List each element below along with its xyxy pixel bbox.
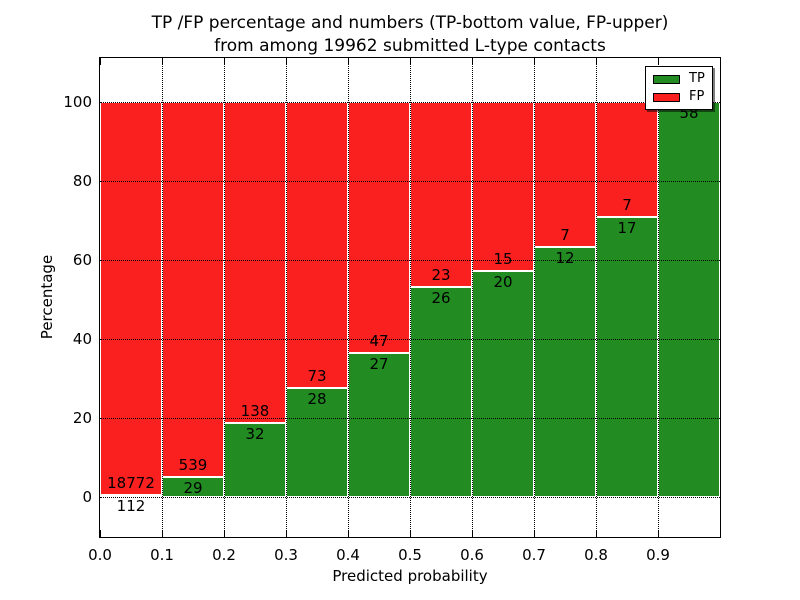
x-tick-mark bbox=[534, 58, 535, 65]
fp-count-label: 18772 bbox=[107, 474, 155, 493]
fp-count-label: 7 bbox=[560, 226, 570, 245]
legend-label-tp: TP bbox=[689, 71, 705, 86]
x-tick-label: 0.4 bbox=[336, 546, 360, 564]
chart-title-line1: TP /FP percentage and numbers (TP-bottom… bbox=[151, 13, 669, 33]
x-tick-mark bbox=[162, 58, 163, 65]
bar-segment-fp bbox=[286, 101, 348, 388]
bar-segment-fp bbox=[348, 101, 410, 353]
legend-row-fp: FP bbox=[653, 89, 712, 104]
bar-segment-tp bbox=[410, 287, 472, 498]
x-tick-mark bbox=[224, 530, 225, 537]
fp-count-label: 47 bbox=[369, 331, 389, 350]
x-tick-mark bbox=[100, 58, 101, 65]
tp-count-label: 27 bbox=[369, 354, 389, 373]
bar-segment-fp bbox=[596, 101, 658, 217]
bar-segment-fp bbox=[410, 101, 472, 288]
bar-segment-tp bbox=[224, 422, 286, 498]
plot-area: 18772 112 539 29 138 32 73 28 47 27 23 26 15 20 7 12 7 17… bbox=[100, 58, 720, 537]
y-axis-label: Percentage bbox=[38, 254, 56, 340]
x-tick-mark bbox=[596, 58, 597, 65]
x-tick-mark bbox=[472, 58, 473, 65]
bar-segment-tp bbox=[348, 352, 410, 498]
tp-count-label: 17 bbox=[617, 219, 637, 238]
bar-segment-tp bbox=[658, 101, 720, 498]
x-tick-mark bbox=[410, 530, 411, 537]
bar-segment-tp bbox=[100, 495, 162, 498]
bar-segment-tp bbox=[162, 477, 224, 498]
tp-count-label: 29 bbox=[183, 479, 203, 498]
bar-segment-tp bbox=[534, 247, 596, 498]
x-tick-mark bbox=[224, 58, 225, 65]
fp-count-label: 15 bbox=[493, 250, 513, 269]
x-tick-label: 0.6 bbox=[460, 546, 484, 564]
chart-title-line2: from among 19962 submitted L-type contac… bbox=[214, 36, 606, 56]
y-tick-label: 0 bbox=[82, 488, 92, 507]
tp-count-label: 26 bbox=[431, 289, 451, 308]
x-tick-mark bbox=[286, 530, 287, 537]
x-axis-label: Predicted probability bbox=[332, 567, 488, 585]
v-gridline bbox=[286, 58, 287, 537]
x-tick-label: 0.3 bbox=[274, 546, 298, 564]
x-tick-mark bbox=[100, 530, 101, 537]
fp-count-label: 7 bbox=[622, 196, 632, 215]
legend-row-tp: TP bbox=[653, 71, 712, 86]
fp-count-label: 23 bbox=[431, 266, 451, 285]
tp-count-label: 32 bbox=[245, 424, 265, 443]
x-tick-mark bbox=[534, 530, 535, 537]
x-tick-label: 0.2 bbox=[212, 546, 236, 564]
v-gridline bbox=[534, 58, 535, 537]
v-gridline bbox=[658, 58, 659, 537]
x-tick-mark bbox=[410, 58, 411, 65]
bar-segment-fp bbox=[472, 101, 534, 272]
y-tick-label: 80 bbox=[72, 171, 92, 190]
v-gridline bbox=[348, 58, 349, 537]
x-tick-mark bbox=[162, 530, 163, 537]
tp-count-label: 112 bbox=[116, 497, 146, 516]
y-tick-label: 40 bbox=[72, 330, 92, 349]
fp-count-label: 73 bbox=[307, 366, 327, 385]
y-tick-label: 20 bbox=[72, 409, 92, 428]
x-tick-mark bbox=[472, 530, 473, 537]
y-tick-label: 100 bbox=[63, 92, 92, 111]
chart-title: TP /FP percentage and numbers (TP-bottom… bbox=[100, 12, 720, 58]
x-tick-label: 0.5 bbox=[398, 546, 422, 564]
v-gridline bbox=[224, 58, 225, 537]
v-gridline bbox=[162, 58, 163, 537]
x-tick-label: 0.9 bbox=[646, 546, 670, 564]
x-tick-mark bbox=[348, 58, 349, 65]
fp-swatch-icon bbox=[653, 92, 680, 102]
fp-count-label: 138 bbox=[240, 401, 270, 420]
x-tick-label: 0.8 bbox=[584, 546, 608, 564]
x-tick-label: 0.7 bbox=[522, 546, 546, 564]
y-tick-label: 60 bbox=[72, 250, 92, 269]
tp-count-label: 12 bbox=[555, 249, 575, 268]
x-tick-mark bbox=[596, 530, 597, 537]
bar-segment-tp bbox=[596, 217, 658, 498]
v-gridline bbox=[596, 58, 597, 537]
v-gridline bbox=[472, 58, 473, 537]
x-tick-label: 0.1 bbox=[150, 546, 174, 564]
x-tick-mark bbox=[658, 530, 659, 537]
x-tick-mark bbox=[658, 58, 659, 65]
v-gridline bbox=[410, 58, 411, 537]
x-tick-label: 0.0 bbox=[88, 546, 112, 564]
legend-label-fp: FP bbox=[689, 89, 705, 104]
tp-count-label: 28 bbox=[307, 389, 327, 408]
bar-segment-fp bbox=[162, 101, 224, 478]
tp-swatch-icon bbox=[653, 74, 680, 84]
bar-segment-fp bbox=[100, 101, 162, 496]
legend: TP FP bbox=[645, 66, 713, 110]
bar-segment-tp bbox=[286, 387, 348, 498]
fp-count-label: 539 bbox=[178, 456, 208, 475]
x-tick-mark bbox=[286, 58, 287, 65]
bar-segment-fp bbox=[224, 101, 286, 423]
tp-count-label: 20 bbox=[493, 273, 513, 292]
bar-segment-fp bbox=[534, 101, 596, 248]
bar-segment-tp bbox=[472, 271, 534, 498]
x-tick-mark bbox=[348, 530, 349, 537]
